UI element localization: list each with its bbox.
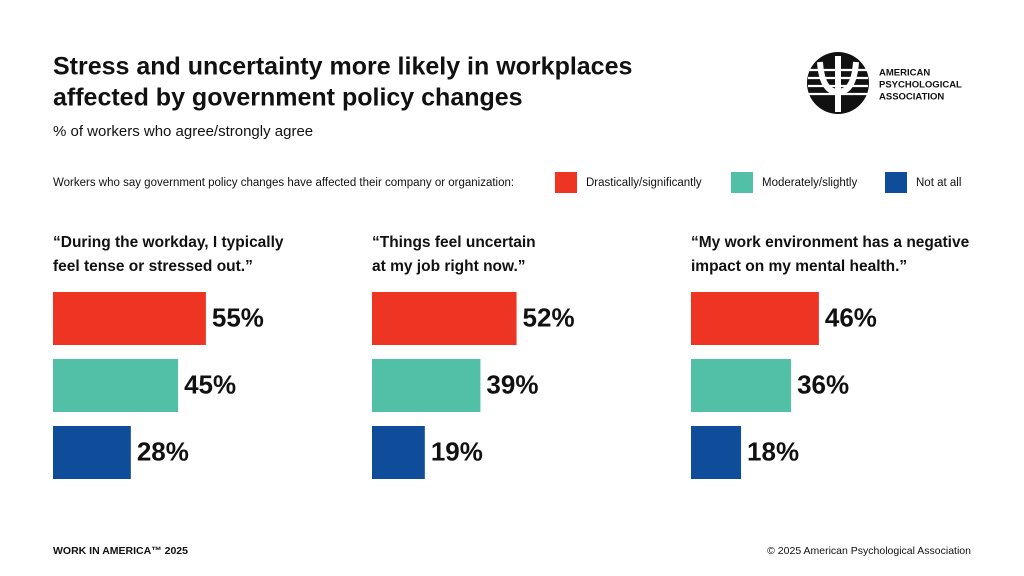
- bar: [53, 426, 131, 479]
- panel-title: “During the workday, I typically: [53, 234, 284, 251]
- title-line: affected by government policy changes: [53, 84, 523, 112]
- bar: [372, 426, 425, 479]
- legend-swatch: [731, 172, 753, 193]
- legend-item: Drastically/significantly: [586, 177, 702, 189]
- panel-title: “Things feel uncertain: [372, 234, 536, 251]
- bar: [372, 359, 481, 412]
- title-line: Stress and uncertainty more likely in wo…: [53, 53, 632, 81]
- value-label: 28%: [137, 436, 189, 466]
- bar: [691, 359, 792, 412]
- logo-text: AMERICAN: [879, 68, 930, 79]
- value-label: 45%: [184, 369, 236, 399]
- legend-label: Workers who say government policy change…: [53, 177, 514, 189]
- bar: [53, 359, 179, 412]
- legend-swatch: [555, 172, 577, 193]
- logo-text: PSYCHOLOGICAL: [879, 80, 962, 91]
- legend-item: Not at all: [916, 177, 961, 189]
- footer-right: © 2025 American Psychological Associatio…: [767, 545, 971, 557]
- bar: [372, 292, 517, 345]
- value-label: 19%: [431, 436, 483, 466]
- panel-title: feel tense or stressed out.”: [53, 258, 253, 275]
- footer-left: WORK IN AMERICA™ 2025: [53, 545, 188, 557]
- legend-swatch: [885, 172, 907, 193]
- logo-mark: [807, 52, 869, 114]
- bar: [691, 426, 742, 479]
- bar: [53, 292, 206, 345]
- subtitle: % of workers who agree/strongly agree: [53, 123, 313, 140]
- panel-title: at my job right now.”: [372, 258, 526, 275]
- bar: [691, 292, 819, 345]
- panel-title: impact on my mental health.”: [691, 258, 907, 275]
- value-label: 39%: [486, 369, 538, 399]
- value-label: 18%: [747, 436, 799, 466]
- panel-title: “My work environment has a negative: [691, 234, 970, 251]
- value-label: 36%: [797, 369, 849, 399]
- value-label: 55%: [212, 302, 264, 332]
- value-label: 52%: [523, 302, 575, 332]
- logo-text: ASSOCIATION: [879, 92, 944, 103]
- value-label: 46%: [825, 302, 877, 332]
- legend-item: Moderately/slightly: [762, 177, 857, 189]
